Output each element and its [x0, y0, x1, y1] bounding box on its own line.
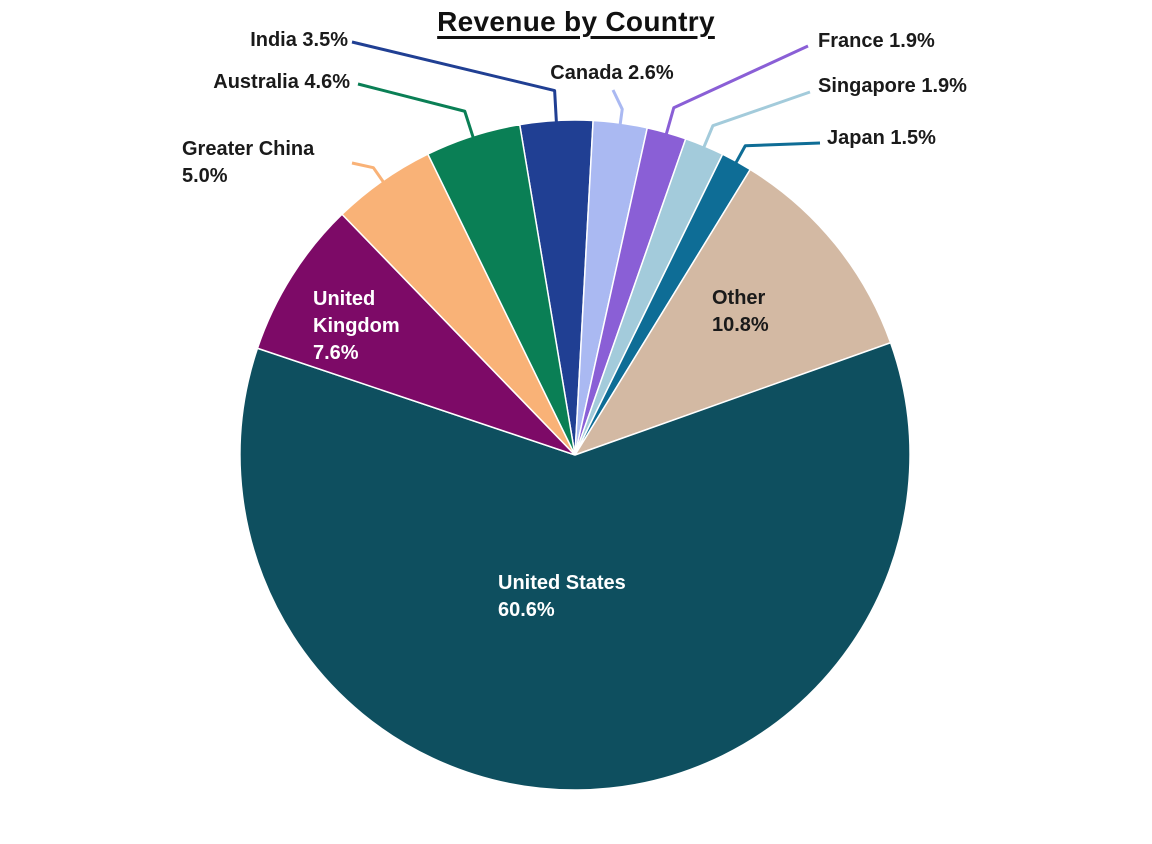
label-singapore: Singapore 1.9%: [818, 75, 967, 97]
label-united-kingdom-line3: 7.6%: [313, 342, 359, 364]
label-united-kingdom-line2: Kingdom: [313, 315, 400, 337]
pie-slice-united-states: [239, 341, 911, 791]
label-united-kingdom-line1: United: [313, 288, 376, 310]
leader-line-greater-china: [351, 161, 387, 185]
label-united-states: United States 60.6%: [498, 570, 626, 624]
leader-line-singapore: [701, 90, 811, 151]
label-greater-china: Greater China 5.0%: [182, 136, 314, 190]
label-australia: Australia 4.6%: [213, 71, 350, 93]
label-canada: Canada 2.6%: [550, 62, 674, 84]
chart-title: Revenue by Country: [0, 6, 1152, 38]
label-japan: Japan 1.5%: [827, 127, 936, 149]
label-united-kingdom: United Kingdom 7.6%: [313, 286, 400, 367]
label-france: France 1.9%: [818, 30, 935, 52]
label-greater-china-line2: 5.0%: [182, 165, 228, 187]
pie-slice-other: [573, 168, 892, 457]
leader-line-canada: [611, 89, 624, 128]
label-united-states-line2: 60.6%: [498, 599, 555, 621]
pie-slice-united-kingdom: [256, 213, 576, 456]
leader-line-australia: [357, 82, 476, 141]
leader-line-japan: [733, 141, 821, 166]
leader-line-france: [664, 44, 809, 138]
label-india: India 3.5%: [250, 29, 348, 51]
label-united-states-line1: United States: [498, 572, 626, 594]
leader-line-india: [351, 40, 559, 125]
label-other: Other 10.8%: [712, 285, 769, 339]
label-other-line2: 10.8%: [712, 314, 769, 336]
label-other-line1: Other: [712, 287, 766, 309]
label-greater-china-line1: Greater China: [182, 138, 315, 160]
chart-title-text: Revenue by Country: [437, 6, 715, 37]
